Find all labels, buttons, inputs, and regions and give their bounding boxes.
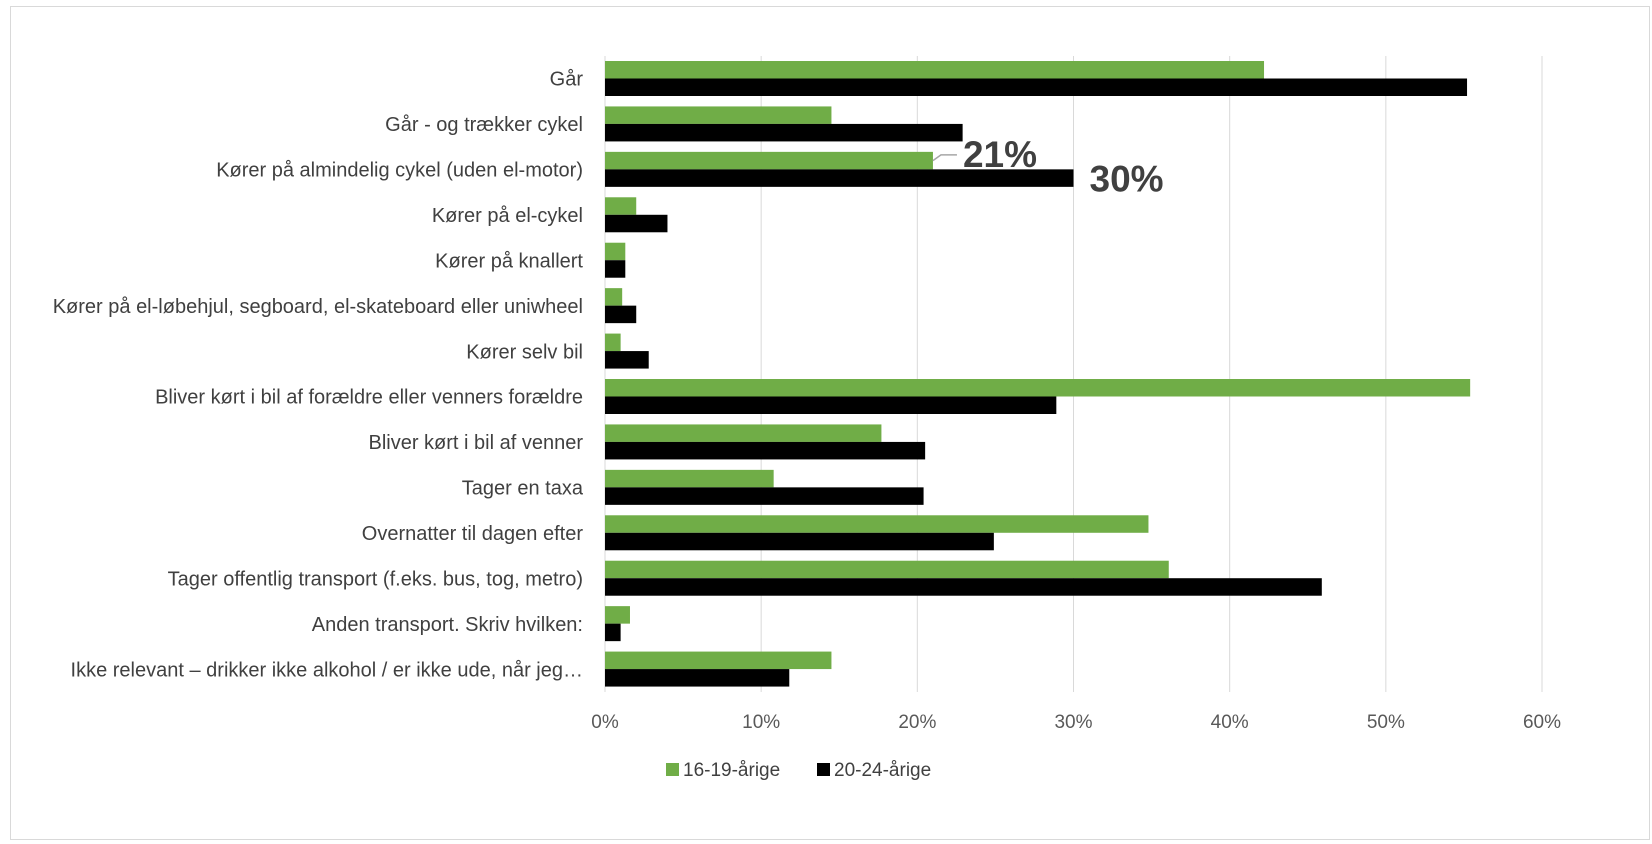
gridlines xyxy=(604,56,1543,692)
x-tick-label: 30% xyxy=(1054,712,1092,733)
annotation-label: 21% xyxy=(963,134,1037,175)
chart-frame xyxy=(10,6,1650,840)
x-tick-label: 20% xyxy=(898,712,936,733)
bar-16-19 xyxy=(605,242,626,261)
category-label: Kører på el-løbehjul, segboard, el-skate… xyxy=(53,296,583,318)
category-labels: Går Går - og trækker cykel Kører på almind… xyxy=(53,69,584,682)
annotation-label: 30% xyxy=(1090,158,1164,199)
x-tick-label: 0% xyxy=(591,712,619,733)
x-tick-label: 50% xyxy=(1367,712,1405,733)
category-label: Kører selv bil xyxy=(466,341,583,363)
x-axis-ticks: 0% 10% 20% 30% 40% 50% 60% xyxy=(591,712,1561,733)
bar-16-19 xyxy=(605,469,774,488)
bar-20-24 xyxy=(605,441,926,460)
legend-swatch xyxy=(666,763,679,776)
legend-label: 20-24-årige xyxy=(834,760,931,781)
category-label: Tager en taxa xyxy=(462,478,584,500)
bar-20-24 xyxy=(605,123,963,142)
bar-20-24 xyxy=(605,487,924,505)
bar-20-24 xyxy=(605,351,649,369)
bar-20-24 xyxy=(605,578,1322,596)
category-label: Tager offentlig transport (f.eks. bus, t… xyxy=(168,568,583,590)
bar-16-19 xyxy=(605,606,630,624)
bar-16-19 xyxy=(605,197,637,215)
bar-20-24 xyxy=(605,305,637,324)
category-label: Kører på el-cykel xyxy=(432,205,583,227)
bar-20-24 xyxy=(605,260,626,278)
bar-16-19 xyxy=(605,424,882,442)
bar-16-19 xyxy=(605,515,1149,533)
legend-label: 16-19-årige xyxy=(683,760,780,781)
x-tick-label: 10% xyxy=(742,712,780,733)
x-tick-label: 40% xyxy=(1211,712,1249,733)
bar-20-24 xyxy=(605,396,1057,414)
bars xyxy=(605,61,1471,687)
annotation-leader-line xyxy=(932,154,957,162)
bar-20-24 xyxy=(605,532,994,551)
category-label: Kører på knallert xyxy=(435,250,583,272)
category-label: Går - og trækker cykel xyxy=(385,114,583,136)
annotations: 21% 30% xyxy=(932,134,1164,199)
bar-16-19 xyxy=(605,106,832,124)
bar-16-19 xyxy=(605,288,623,306)
bar-20-24 xyxy=(605,669,790,687)
bar-16-19 xyxy=(605,651,832,670)
category-label: Bliver kørt i bil af forældre eller venn… xyxy=(155,387,583,409)
bar-16-19 xyxy=(605,151,933,170)
bar-20-24 xyxy=(605,169,1074,187)
x-tick-label: 60% xyxy=(1523,712,1561,733)
category-label: Går xyxy=(550,69,584,91)
category-label: Kører på almindelig cykel (uden el-motor… xyxy=(216,160,583,182)
category-label: Overnatter til dagen efter xyxy=(362,523,584,545)
category-label: Bliver kørt i bil af venner xyxy=(368,432,583,454)
bar-20-24 xyxy=(605,78,1468,96)
legend: 16-19-årige 20-24-årige xyxy=(666,760,931,781)
legend-swatch xyxy=(817,763,830,776)
bar-20-24 xyxy=(605,623,621,642)
bar-16-19 xyxy=(605,379,1471,397)
category-label: Anden transport. Skriv hvilken: xyxy=(312,614,583,636)
bar-20-24 xyxy=(605,214,668,233)
bar-16-19 xyxy=(605,560,1169,579)
category-label: Ikke relevant – drikker ikke alkohol / e… xyxy=(71,659,583,681)
bar-16-19 xyxy=(605,333,621,352)
bar-16-19 xyxy=(605,61,1265,79)
